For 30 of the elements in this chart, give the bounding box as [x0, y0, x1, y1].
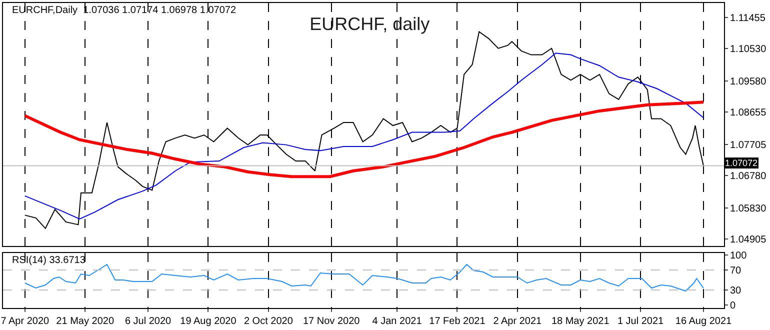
x-tick-label: 2 Apr 2021 — [493, 316, 542, 327]
x-tick-label: 17 Nov 2020 — [302, 316, 360, 327]
x-tick-label: 1 Jul 2021 — [617, 316, 664, 327]
y-tick-label: 1.04905 — [730, 234, 767, 246]
x-tick-label: 6 Jul 2020 — [124, 316, 172, 327]
line-series — [23, 100, 705, 178]
y-tick-label: 1.10530 — [730, 44, 767, 56]
y-tick-label: 100 — [730, 250, 748, 262]
annotation: EURCHF,Daily 1.07036 1.07174 1.06978 1.07072 — [12, 5, 236, 16]
annotation: RSI(14) 33.6713 — [12, 255, 86, 266]
y-tick-label: 1.11455 — [730, 12, 766, 24]
y-tick-label: 1.09580 — [730, 76, 767, 88]
y-tick-label: 30 — [730, 286, 742, 296]
y-tick-label: 1.08655 — [730, 108, 767, 119]
y-tick-label: 1.07705 — [730, 140, 767, 151]
x-tick-label: 7 Apr 2020 — [0, 316, 50, 327]
y-tick-label: 1.05830 — [730, 203, 767, 214]
ref-line-label: 1.07072 — [725, 158, 758, 168]
x-tick-label: 17 Feb 2021 — [429, 316, 486, 327]
x-tick-label: 18 May 2021 — [551, 316, 610, 327]
y-tick-label: 0 — [730, 300, 736, 312]
x-tick-label: 19 Aug 2020 — [180, 316, 237, 327]
y-tick-label: 1.06780 — [730, 171, 767, 182]
x-tick-label: 2 Oct 2020 — [244, 316, 294, 327]
line-series — [24, 264, 704, 292]
x-tick-label: 21 May 2020 — [56, 316, 114, 327]
x-tick-label: 4 Jan 2021 — [372, 316, 422, 327]
line-series — [24, 52, 704, 220]
x-tick-label: 16 Aug 2021 — [675, 316, 732, 327]
y-tick-label: 70 — [730, 266, 742, 276]
